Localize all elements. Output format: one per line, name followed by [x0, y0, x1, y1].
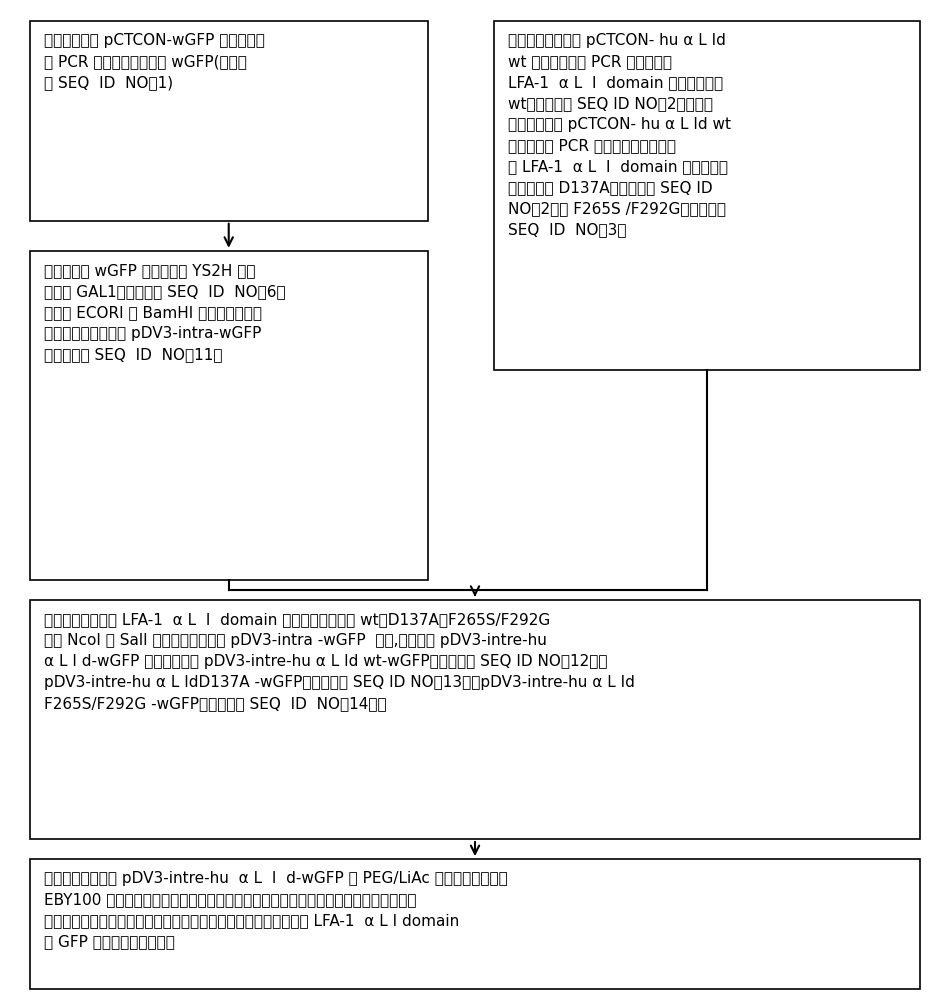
Text: 以自有的质粒 pCTCON-wGFP 为模板，通
过 PCR 扩增得到目的基因 wGFP(见序列
表 SEQ  ID  NO：1): 以自有的质粒 pCTCON-wGFP 为模板，通 过 PCR 扩增得到目的基因 …	[44, 33, 265, 90]
FancyBboxPatch shape	[29, 600, 921, 839]
FancyBboxPatch shape	[29, 251, 428, 580]
FancyBboxPatch shape	[29, 859, 921, 989]
Text: 将所扩增的 wGFP 基因插入到 YS2H 载体
启动子 GAL1（见序列表 SEQ  ID  NO：6）
之后的 ECORI 和 BamHI 酶切位点之间，
: 将所扩增的 wGFP 基因插入到 YS2H 载体 启动子 GAL1（见序列表 S…	[44, 263, 286, 362]
Text: 将扩增的获得的人 LFA-1  α L  I  domain 的三个不同的基因 wt、D137A、F265S/F292G
通过 NcoI 和 SalI 酶切位点: 将扩增的获得的人 LFA-1 α L I domain 的三个不同的基因 wt、…	[44, 612, 635, 711]
Text: 将所得到质粒载体 pDV3-intre-hu  α L  I  d-wGFP 以 PEG/LiAc 方法转入酵母细胞
EBY100 中，得到重组酵母细胞，培养该: 将所得到质粒载体 pDV3-intre-hu α L I d-wGFP 以 PE…	[44, 871, 507, 949]
FancyBboxPatch shape	[494, 21, 921, 370]
FancyBboxPatch shape	[29, 21, 428, 221]
Text: 以自有的载体质粒 pCTCON- hu α L Id
wt 为模板，通过 PCR 扩增得到人
LFA-1  α L  I  domain 的的目的基因
wt（见: 以自有的载体质粒 pCTCON- hu α L Id wt 为模板，通过 PCR…	[508, 33, 732, 237]
